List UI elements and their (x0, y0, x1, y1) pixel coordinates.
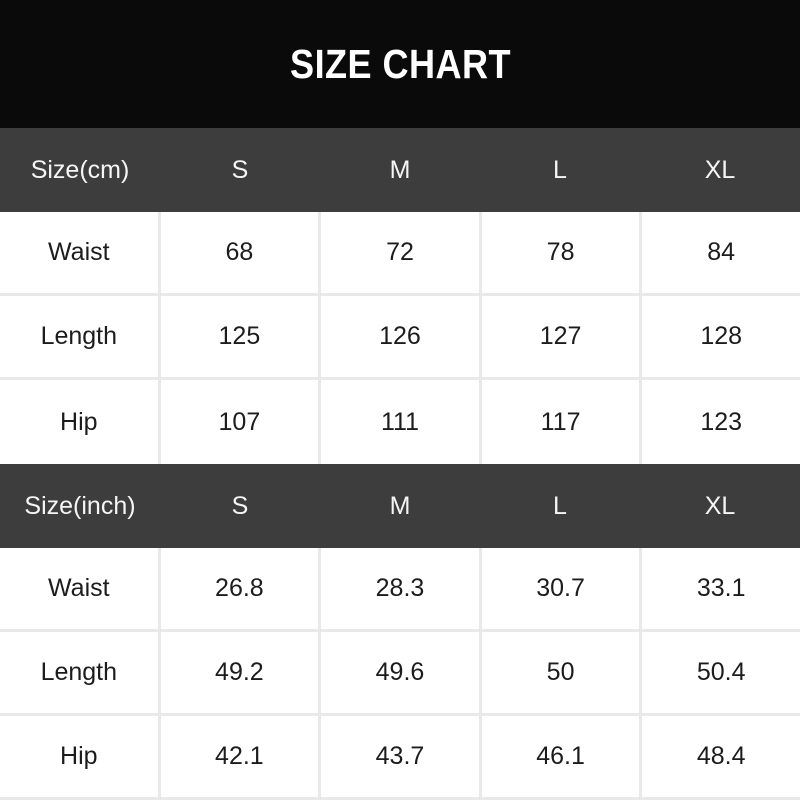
row-label: Length (0, 296, 161, 380)
value-cell: 50.4 (642, 632, 800, 716)
header-cell-l: L (553, 491, 567, 520)
header-cell-l: L (553, 155, 567, 184)
value-cell: 126 (321, 296, 482, 380)
value-cell: 48.4 (642, 716, 800, 800)
value-cell: 50 (481, 632, 643, 716)
table-row-hip-inch: Hip 42.1 43.7 46.1 48.4 (0, 716, 800, 800)
header-row-inch: Size(inch) S M L XL (0, 464, 800, 548)
value-cell: 43.7 (321, 716, 482, 800)
table-row-hip-cm: Hip 107 111 117 123 (0, 380, 800, 464)
header-cell-s: S (231, 155, 249, 184)
value-cell: 84 (642, 212, 800, 296)
header-cell-xl: XL (704, 491, 736, 520)
value-cell: 117 (482, 380, 643, 464)
header-cell-m: M (389, 155, 411, 184)
table-row-waist-cm: Waist 68 72 78 84 (0, 212, 800, 296)
table-row-length-cm: Length 125 126 127 128 (0, 296, 800, 380)
row-label: Hip (0, 716, 161, 800)
value-cell: 128 (642, 296, 800, 380)
value-cell: 111 (321, 380, 482, 464)
header-cell-s: S (231, 491, 249, 520)
header-cell-xl: XL (704, 155, 736, 184)
value-cell: 49.2 (160, 632, 322, 716)
title-banner: SIZE CHART (0, 0, 800, 128)
size-table: Size(cm) S M L XL Waist 68 72 78 84 Leng… (0, 128, 800, 800)
table-row-waist-inch: Waist 26.8 28.3 30.7 33.1 (0, 548, 800, 632)
header-cell-size-cm: Size(cm) (30, 155, 130, 184)
value-cell: 33.1 (642, 548, 800, 632)
value-cell: 107 (161, 380, 322, 464)
row-label: Hip (0, 380, 161, 464)
header-cell-m: M (389, 491, 411, 520)
value-cell: 68 (160, 212, 322, 296)
row-label: Waist (0, 548, 161, 632)
value-cell: 78 (481, 212, 643, 296)
value-cell: 127 (481, 296, 643, 380)
table-row-length-inch: Length 49.2 49.6 50 50.4 (0, 632, 800, 716)
value-cell: 42.1 (160, 716, 322, 800)
page-title: SIZE CHART (289, 40, 511, 87)
value-cell: 30.7 (481, 548, 643, 632)
value-cell: 49.6 (321, 632, 482, 716)
row-label: Waist (0, 212, 161, 296)
value-cell: 72 (321, 212, 482, 296)
value-cell: 125 (160, 296, 322, 380)
value-cell: 46.1 (481, 716, 643, 800)
row-label: Length (0, 632, 161, 716)
header-cell-size-inch: Size(inch) (24, 491, 136, 520)
header-row-cm: Size(cm) S M L XL (0, 128, 800, 212)
value-cell: 123 (700, 407, 743, 436)
value-cell: 26.8 (160, 548, 322, 632)
value-cell: 28.3 (321, 548, 482, 632)
